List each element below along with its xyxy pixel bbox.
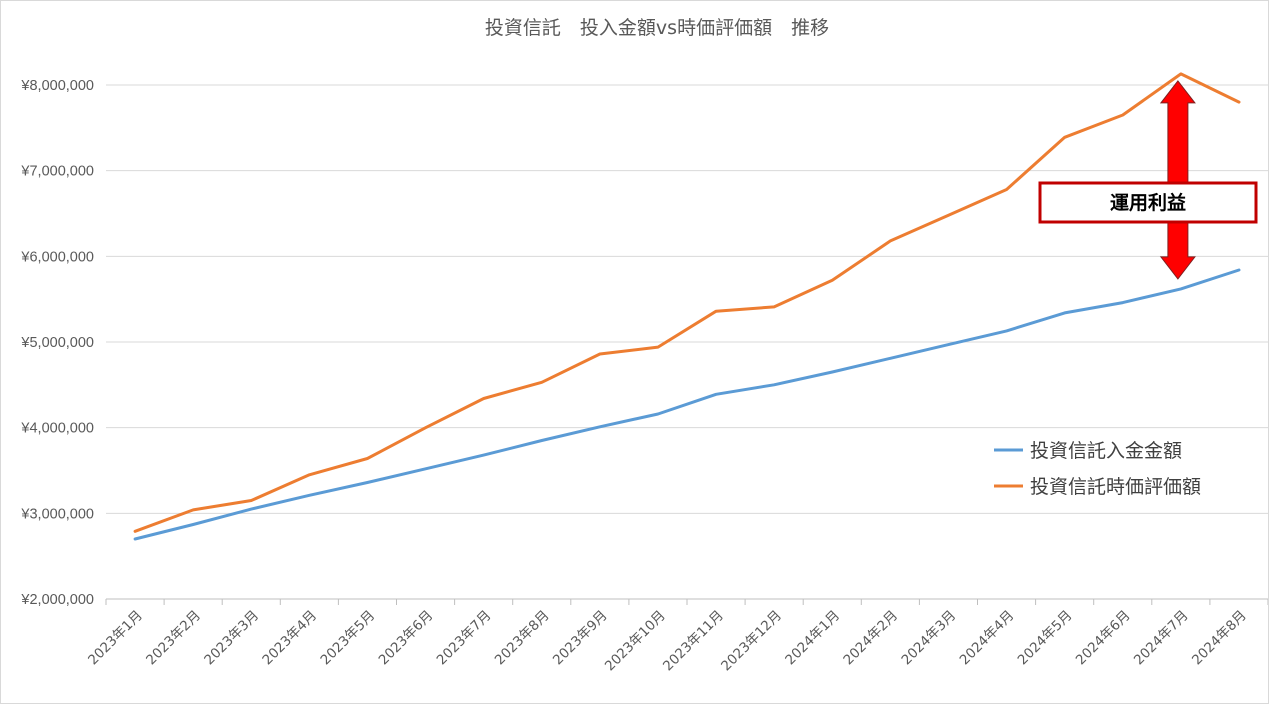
profit-label-box (1038, 181, 1258, 224)
x-tick-label: 2024年7月 (1131, 608, 1192, 669)
x-tick-label: 2023年9月 (550, 608, 611, 669)
x-tick-label: 2023年7月 (434, 608, 495, 669)
legend: 投資信託入金金額 投資信託時価評価額 (994, 440, 1201, 498)
legend-label-valuation: 投資信託時価評価額 (1030, 476, 1201, 498)
profit-label: 運用利益 (1110, 191, 1186, 214)
x-tick-label: 2023年12月 (718, 608, 785, 675)
profit-annotation: 運用利益 (1038, 80, 1258, 280)
x-tick-label: 2023年11月 (660, 608, 727, 675)
y-tick-label: ¥3,000,000 (20, 506, 94, 522)
y-tick-label: ¥4,000,000 (20, 421, 94, 437)
x-tick-label: 2023年3月 (201, 608, 262, 669)
x-tick-label: 2023年2月 (143, 608, 204, 669)
y-tick-label: ¥7,000,000 (20, 164, 94, 180)
x-tick-label: 2023年1月 (85, 608, 146, 669)
x-tick-label: 2023年5月 (318, 608, 379, 669)
x-tick-label: 2024年2月 (840, 608, 901, 669)
y-tick-label: ¥6,000,000 (20, 249, 94, 265)
profit-double-arrow (1159, 80, 1196, 280)
x-tick-label: 2023年6月 (376, 608, 437, 669)
x-tick-label: 2023年10月 (602, 608, 669, 675)
x-tick-label: 2023年4月 (259, 608, 320, 669)
y-axis-ticks: ¥2,000,000 ¥3,000,000 ¥4,000,000 ¥5,000,000… (20, 78, 94, 608)
series-lines (133, 72, 1241, 541)
x-axis-ticks: 2023年1月2023年2月2023年3月2023年4月2023年5月2023年… (85, 599, 1268, 674)
chart-title: 投資信託 投入金額vs時価評価額 推移 (485, 17, 829, 39)
x-tick-label: 2024年6月 (1073, 608, 1134, 669)
x-tick-label: 2024年4月 (957, 608, 1018, 669)
x-tick-label: 2023年8月 (492, 608, 553, 669)
series-line-1 (133, 72, 1241, 533)
gridlines (106, 84, 1268, 600)
x-tick-label: 2024年1月 (782, 608, 843, 669)
series-line-0 (133, 268, 1241, 541)
x-tick-label: 2024年5月 (1015, 608, 1076, 669)
x-tick-label: 2024年8月 (1189, 608, 1250, 669)
y-tick-label: ¥2,000,000 (20, 592, 94, 608)
x-tick-label: 2024年3月 (899, 608, 960, 669)
y-tick-label: ¥8,000,000 (20, 78, 94, 94)
legend-label-deposit: 投資信託入金金額 (1030, 440, 1182, 462)
y-tick-label: ¥5,000,000 (20, 335, 94, 351)
